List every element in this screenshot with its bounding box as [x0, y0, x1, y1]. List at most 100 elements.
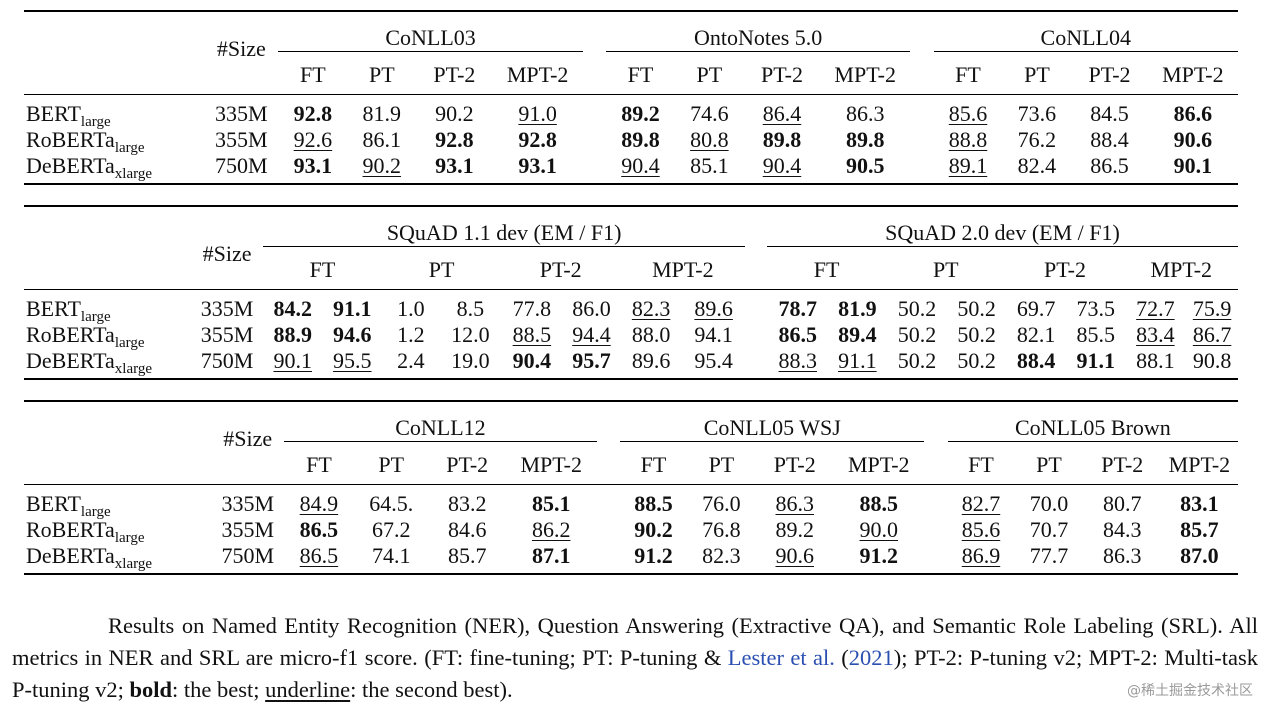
- score-cell: 73.6: [1002, 94, 1072, 127]
- score-cell: 93.1: [278, 153, 348, 185]
- score-cell: 78.7: [766, 289, 829, 322]
- score-value: 64.5.: [369, 491, 414, 516]
- score-cell: 50.2: [947, 289, 1006, 322]
- column-header: PT-2: [446, 452, 489, 477]
- score-cell: 89.8: [820, 127, 910, 153]
- score-cell: 84.6: [429, 517, 506, 543]
- score-value: 85.6: [961, 517, 1001, 542]
- score-cell: 91.1: [322, 289, 383, 322]
- model-size-suffix: xlarge: [114, 166, 153, 182]
- score-value: 83.1: [1180, 491, 1219, 516]
- column-header: PT-2: [1044, 257, 1086, 282]
- citation-link[interactable]: Lester et al.: [727, 645, 835, 670]
- score-value: 86.0: [572, 296, 611, 321]
- subheader-row: FT PT PT-2 MPT-2 FT PT PT-2 MPT-2 FT PT …: [24, 446, 1238, 485]
- score-value: 87.1: [531, 543, 571, 568]
- subheader-row: FT PT PT-2 MPT-2 FT PT PT-2 MPT-2 FT PT …: [24, 56, 1238, 95]
- srl-results-table: #Size CoNLL12 CoNLL05 WSJ CoNLL05 Brown …: [24, 400, 1238, 575]
- column-header: PT-2: [539, 257, 582, 282]
- score-value: 89.6: [631, 348, 671, 373]
- subheader-row: FT PT PT-2 MPT-2 FT PT PT-2 MPT-2: [24, 251, 1238, 290]
- model-size: 750M: [211, 543, 285, 575]
- score-cell: 2.4: [382, 348, 440, 380]
- score-value: 70.0: [1029, 491, 1069, 516]
- score-cell: 90.1: [1147, 153, 1238, 185]
- score-value: 90.8: [1192, 348, 1232, 373]
- score-cell: 90.4: [606, 153, 675, 185]
- caption-text: : the best;: [172, 677, 266, 702]
- score-cell: 89.1: [933, 153, 1003, 185]
- score-cell: 86.4: [743, 94, 821, 127]
- score-value: 80.8: [690, 127, 729, 152]
- score-value: 73.5: [1076, 296, 1116, 321]
- score-cell: 86.5: [767, 322, 829, 348]
- model-name: BERTlarge: [24, 289, 192, 325]
- score-value: 8.5: [456, 296, 485, 321]
- score-value: 90.4: [621, 153, 660, 178]
- score-cell: 88.3: [766, 348, 829, 380]
- score-value: 83.4: [1136, 322, 1175, 347]
- score-cell: 84.9: [284, 484, 354, 517]
- score-value: 85.1: [531, 491, 571, 516]
- score-cell: 90.2: [416, 94, 493, 127]
- score-value: 85.7: [447, 543, 487, 568]
- column-header: PT: [368, 62, 395, 87]
- model-base-name: DeBERTa: [26, 543, 115, 568]
- column-header: FT: [306, 452, 332, 477]
- score-value: 86.5: [299, 517, 339, 542]
- score-value: 91.2: [634, 543, 673, 568]
- score-value: 84.3: [1103, 517, 1142, 542]
- score-value: 95.4: [694, 348, 733, 373]
- score-value: 94.4: [572, 322, 611, 347]
- score-cell: 86.5: [1071, 153, 1148, 185]
- caption-text: ); PT-2: P-tuning v2; MPT-2: Multi-task …: [12, 645, 1258, 702]
- table-row: RoBERTalarge 355M 92.6 86.1 92.8 92.8 89.8 80.8…: [24, 127, 1238, 156]
- score-cell: 72.7: [1124, 289, 1187, 322]
- model-size: 355M: [215, 127, 268, 152]
- score-value: 89.1: [948, 153, 988, 178]
- score-value: 86.9: [961, 543, 1001, 568]
- column-header: FT: [813, 257, 840, 282]
- score-value: 19.0: [451, 348, 490, 373]
- score-value: 90.2: [362, 153, 402, 178]
- column-header: FT: [309, 257, 336, 282]
- score-cell: 81.9: [828, 289, 887, 322]
- score-value: 90.2: [435, 101, 474, 126]
- score-cell: 89.8: [744, 127, 820, 153]
- model-base-name: BERT: [26, 101, 81, 126]
- column-header: PT-2: [1088, 62, 1131, 87]
- score-value: 1.0: [397, 296, 425, 321]
- score-value: 75.9: [1192, 296, 1232, 321]
- score-cell: 86.2: [506, 517, 597, 543]
- model-base-name: DeBERTa: [26, 153, 115, 178]
- score-cell: 85.5: [1067, 322, 1125, 348]
- score-cell: 89.8: [606, 127, 675, 153]
- score-value: 77.8: [512, 296, 552, 321]
- score-cell: 76.8: [687, 517, 757, 543]
- ner-results-table: #Size CoNLL03 OntoNotes 5.0 CoNLL04 FT P…: [24, 10, 1238, 185]
- score-value: 93.1: [518, 153, 557, 178]
- score-value: 89.4: [838, 322, 877, 347]
- table-row: DeBERTaxlarge 750M 90.1 95.5 2.4 19.0 90.4 95.7…: [24, 348, 1238, 380]
- score-value: 93.1: [293, 153, 333, 178]
- citation-year-link[interactable]: 2021: [848, 645, 894, 670]
- model-name: DeBERTaxlarge: [24, 543, 212, 575]
- score-value: 50.2: [897, 296, 937, 321]
- score-cell: 88.4: [1005, 348, 1067, 380]
- qa-results-table: #Size SQuAD 1.1 dev (EM / F1) SQuAD 2.0 …: [24, 205, 1238, 380]
- score-value: 72.7: [1136, 296, 1175, 321]
- score-value: 88.5: [859, 491, 899, 516]
- score-cell: 86.3: [756, 484, 834, 517]
- model-base-name: BERT: [26, 296, 81, 321]
- model-name: RoBERTalarge: [24, 322, 191, 351]
- model-name: RoBERTalarge: [24, 127, 204, 156]
- score-cell: 1.0: [382, 289, 440, 322]
- score-value: 84.5: [1090, 101, 1129, 126]
- score-cell: 83.4: [1125, 322, 1187, 348]
- score-value: 86.5: [1090, 153, 1129, 178]
- model-base-name: RoBERTa: [26, 127, 115, 152]
- score-cell: 92.8: [278, 94, 348, 127]
- score-value: 89.8: [621, 127, 660, 152]
- column-gap: [596, 484, 621, 517]
- score-cell: 92.8: [416, 127, 492, 153]
